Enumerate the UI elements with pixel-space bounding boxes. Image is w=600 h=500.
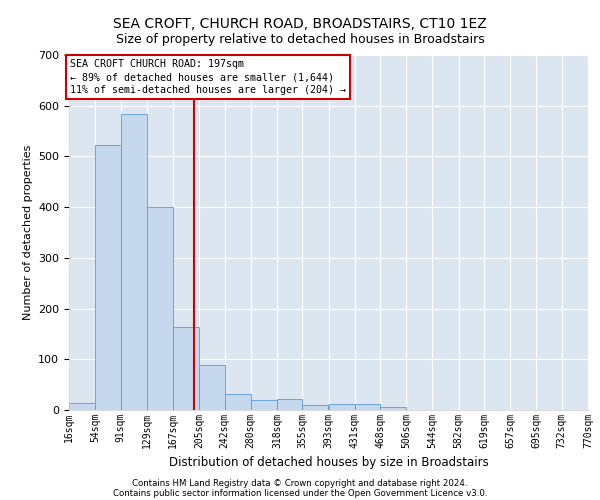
Bar [302, 405, 329, 410]
Text: Contains public sector information licensed under the Open Government Licence v3: Contains public sector information licen… [113, 488, 487, 498]
Y-axis label: Number of detached properties: Number of detached properties [23, 145, 32, 320]
Bar [173, 328, 199, 410]
Bar [95, 146, 121, 410]
Text: Contains HM Land Registry data © Crown copyright and database right 2024.: Contains HM Land Registry data © Crown c… [132, 478, 468, 488]
Bar [121, 114, 147, 410]
Bar [380, 408, 406, 410]
Bar [199, 366, 224, 410]
Bar [147, 206, 173, 410]
Bar [277, 399, 302, 410]
Text: Size of property relative to detached houses in Broadstairs: Size of property relative to detached ho… [116, 32, 484, 46]
Bar [329, 404, 355, 410]
Text: SEA CROFT, CHURCH ROAD, BROADSTAIRS, CT10 1EZ: SEA CROFT, CHURCH ROAD, BROADSTAIRS, CT1… [113, 18, 487, 32]
Text: SEA CROFT CHURCH ROAD: 197sqm
← 89% of detached houses are smaller (1,644)
11% o: SEA CROFT CHURCH ROAD: 197sqm ← 89% of d… [70, 59, 346, 96]
Bar [355, 404, 380, 410]
Bar [251, 400, 277, 410]
X-axis label: Distribution of detached houses by size in Broadstairs: Distribution of detached houses by size … [169, 456, 488, 469]
Bar [224, 394, 251, 410]
Bar [69, 404, 95, 410]
